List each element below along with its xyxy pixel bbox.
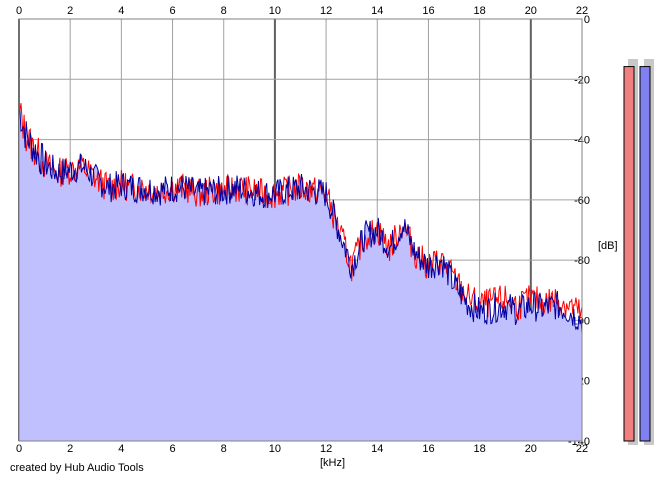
x-tick-label: 16 [422, 443, 434, 455]
x-tick-label: 0 [16, 443, 22, 455]
x-tick-label: 4 [118, 5, 124, 17]
x-tick-label: 4 [118, 443, 124, 455]
x-tick-label: 18 [474, 443, 486, 455]
x-tick-label: 8 [221, 443, 227, 455]
x-tick-label: 10 [269, 443, 281, 455]
x-tick-label: 6 [169, 5, 175, 17]
x-tick-label: 16 [422, 5, 434, 17]
x-tick-label: 20 [525, 443, 537, 455]
x-tick-label: 12 [320, 5, 332, 17]
series-group [18, 101, 583, 442]
y-tick-label: 0 [584, 14, 590, 26]
y-axis-label: [dB] [598, 240, 618, 252]
credit-text: created by Hub Audio Tools [10, 462, 144, 474]
x-tick-label: 10 [269, 5, 281, 17]
x-tick-label: 18 [474, 5, 486, 17]
spectrum-area [19, 109, 582, 442]
level-meter-left [623, 66, 635, 442]
x-tick-label: 20 [525, 5, 537, 17]
level-meter-right [639, 66, 651, 442]
level-meters [623, 59, 654, 445]
x-tick-label: 6 [169, 443, 175, 455]
x-tick-label: 8 [221, 5, 227, 17]
x-tick-label: 0 [16, 5, 22, 17]
x-tick-label: 2 [67, 443, 73, 455]
x-tick-label: 14 [371, 5, 383, 17]
x-tick-label: 14 [371, 443, 383, 455]
plot-frame [18, 18, 583, 442]
series-line-red [18, 101, 583, 322]
x-tick-label: 22 [576, 443, 588, 455]
x-tick-label: 2 [67, 5, 73, 17]
series-line-blue [18, 109, 583, 334]
x-tick-label: 22 [576, 5, 588, 17]
x-axis-label: [kHz] [320, 457, 346, 469]
x-tick-label: 12 [320, 443, 332, 455]
